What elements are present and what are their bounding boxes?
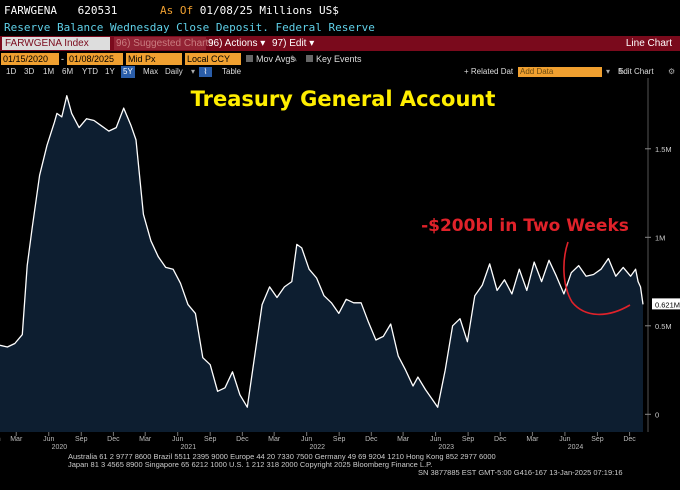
edit-chart-label: Edit Chart [618, 67, 654, 76]
y-axis: 0 0.5M 1M 1.5M [645, 145, 672, 419]
series-line [0, 95, 644, 408]
price-field-select[interactable]: Mid Px [126, 53, 182, 65]
mov-avgs-checkbox[interactable] [246, 55, 253, 62]
chevron-down-icon: ▾ [309, 38, 315, 49]
start-date-field[interactable]: 01/15/2020 [1, 53, 59, 65]
function-toolbar: FARWGENA Index 96) Suggested Charts 96) … [0, 36, 680, 51]
x-tick-label: Mar [268, 436, 281, 443]
table-button[interactable]: Table [222, 67, 242, 76]
last-value-label: 0.621M [655, 300, 680, 309]
related-data-button[interactable]: + Related Dat [464, 67, 514, 76]
x-tick-label: Mar [139, 436, 152, 443]
x-axis: Jan Mar Jun Sep Dec Mar Jun Sep Dec Mar Jun Sep Dec M… [0, 432, 636, 450]
x-tick-label: Sep [591, 436, 604, 443]
chart-controls: 01/15/2020 - 01/08/2025 Mid Px Local CCY… [0, 52, 680, 66]
period-max[interactable]: Max [143, 67, 159, 76]
period-1d[interactable]: 1D [6, 67, 17, 76]
x-tick-label: Dec [623, 436, 636, 443]
x-tick-label: Sep [75, 436, 88, 443]
period-5y[interactable]: 5Y [121, 66, 135, 78]
chevron-down-icon: ▾ [191, 67, 196, 76]
edit-label: 97) Edit [272, 38, 307, 49]
x-tick-label: Dec [107, 436, 120, 443]
chart-title: Treasury General Account [191, 87, 496, 111]
chart-type-label[interactable]: Line Chart [625, 38, 672, 49]
ticker-field[interactable]: FARWGENA Index [2, 37, 110, 50]
x-tick-label: Jun [430, 436, 441, 443]
mov-avgs-label: Mov Avgs [256, 54, 295, 64]
line-chart-icon[interactable]: ⌇ [199, 67, 212, 77]
units-label: Millions US$ [259, 4, 339, 17]
edit-menu[interactable]: 97) Edit ▾ [272, 36, 314, 51]
actions-label: 96) Actions [208, 38, 258, 49]
x-tick-label: Sep [204, 436, 217, 443]
y-tick-label: 0 [655, 410, 659, 419]
x-tick-label: Jun [43, 436, 54, 443]
period-ytd[interactable]: YTD [82, 67, 98, 76]
pencil-icon: ✎ [618, 67, 625, 76]
key-events-checkbox[interactable] [306, 55, 313, 62]
x-year-label: 2023 [438, 444, 454, 450]
pencil-icon[interactable]: ✎ [290, 54, 298, 64]
as-of-date: 01/08/25 [199, 4, 253, 17]
chevron-down-icon: ▾ [606, 67, 611, 76]
y-tick-label: 1.5M [655, 145, 672, 154]
x-tick-label: Sep [333, 436, 346, 443]
last-value-marker: 0.621M [652, 298, 680, 310]
frequency-select[interactable]: Daily [165, 67, 183, 76]
footer-line-3: SN 3877885 EST GMT-5:00 G416-167 13-Jan-… [418, 468, 623, 477]
last-value: 620531 [77, 4, 118, 17]
period-selector: 1D 3D 1M 6M YTD 1Y 5Y Max Daily ▾ ⌇ Tabl… [0, 66, 680, 78]
series-area [0, 95, 643, 432]
x-year-label: 2022 [309, 444, 325, 450]
bloomberg-footer: Australia 61 2 9777 8600 Brazil 5511 239… [0, 450, 680, 490]
x-tick-label: Mar [397, 436, 410, 443]
settings-gear-icon[interactable]: ⚙ [668, 67, 676, 76]
security-symbol: FARWGENA [4, 4, 57, 17]
period-6m[interactable]: 6M [62, 67, 74, 76]
x-tick-label: Dec [365, 436, 378, 443]
x-tick-label: Mar [526, 436, 539, 443]
security-description: Reserve Balance Wednesday Close Deposit.… [4, 21, 375, 34]
x-year-label: 2021 [181, 444, 197, 450]
annotation-arrow [563, 241, 631, 316]
footer-line-2: Japan 81 3 4565 8900 Singapore 65 6212 1… [68, 460, 433, 469]
y-tick-label: 1M [655, 233, 665, 242]
x-tick-label: Dec [494, 436, 507, 443]
tga-chart: 0 0.5M 1M 1.5M Jan Mar Jun Sep Dec Mar Jun Sep Dec M… [0, 78, 680, 450]
x-tick-label: Mar [10, 436, 23, 443]
x-tick-label: Dec [236, 436, 249, 443]
x-year-label: 2020 [52, 444, 68, 450]
chevron-down-icon: ▾ [260, 38, 266, 49]
last-value-box [652, 298, 680, 310]
currency-select[interactable]: Local CCY [185, 53, 241, 65]
as-of-label: As Of [159, 4, 194, 17]
annotation-text: -$200bl in Two Weeks [421, 216, 629, 236]
add-data-field[interactable]: Add Data [518, 67, 602, 77]
x-year-label: 2024 [568, 444, 584, 450]
end-date-field[interactable]: 01/08/2025 [67, 53, 123, 65]
footer-line-1: Australia 61 2 9777 8600 Brazil 5511 239… [68, 452, 496, 461]
x-tick-label: Jun [559, 436, 570, 443]
x-tick-label: Jan [0, 436, 1, 443]
period-1y[interactable]: 1Y [105, 67, 115, 76]
y-tick-label: 0.5M [655, 322, 672, 331]
security-header: FARWGENA 620531 As Of 01/08/25 Millions … [0, 0, 680, 22]
key-events-label: Key Events [316, 54, 362, 64]
x-tick-label: Jun [301, 436, 312, 443]
date-separator: - [61, 54, 64, 64]
x-tick-label: Sep [462, 436, 475, 443]
x-tick-label: Jun [172, 436, 183, 443]
period-1m[interactable]: 1M [43, 67, 55, 76]
period-3d[interactable]: 3D [24, 67, 35, 76]
actions-menu[interactable]: 96) Actions ▾ [208, 36, 265, 51]
suggested-charts-button[interactable]: 96) Suggested Charts [114, 37, 214, 50]
